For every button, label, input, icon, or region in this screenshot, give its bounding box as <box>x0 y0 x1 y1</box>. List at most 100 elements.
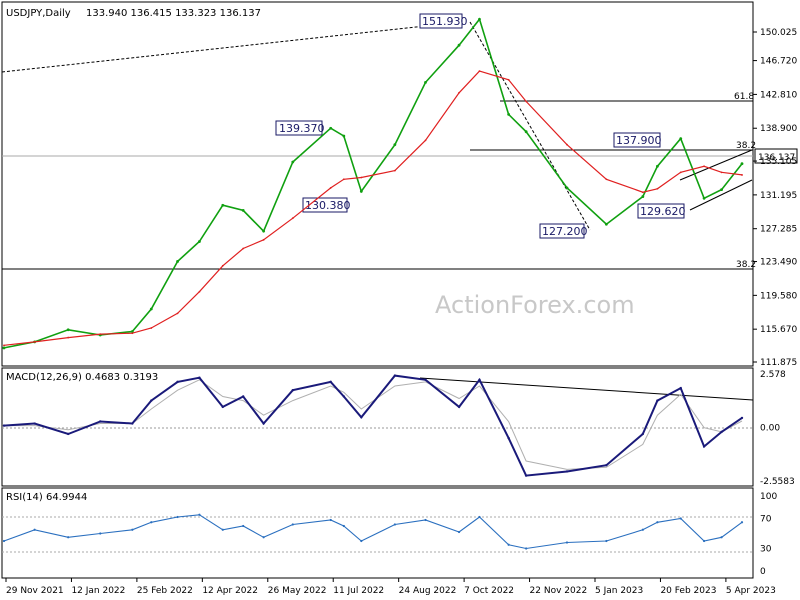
ma-point <box>329 187 332 189</box>
price-point <box>221 203 225 207</box>
price-point <box>176 260 179 263</box>
ma-point <box>641 191 644 194</box>
price-point <box>241 209 245 212</box>
ma-point <box>221 264 224 267</box>
x-tick-label: 12 Jan 2022 <box>71 586 125 596</box>
channel-lower <box>689 179 753 211</box>
x-tick-label: 20 Feb 2023 <box>660 586 716 596</box>
price-tick-label: 111.875 <box>760 358 797 368</box>
macd-point <box>424 378 427 381</box>
macd-point <box>342 395 346 398</box>
rsi-point <box>221 528 224 531</box>
price-point <box>604 222 608 226</box>
price-point <box>457 43 461 47</box>
annot-129620: 129.620 <box>637 203 686 219</box>
macd-point <box>702 445 706 448</box>
svg-text:127.200: 127.200 <box>542 225 588 238</box>
rsi-point <box>393 523 396 526</box>
x-tick-label: 5 Apr 2023 <box>726 586 776 596</box>
price-point <box>291 160 295 164</box>
x-tick-label: 25 Feb 2022 <box>137 586 193 596</box>
macd-point <box>33 422 36 425</box>
price-tick-label: 146.720 <box>760 57 797 67</box>
svg-text:129.620: 129.620 <box>640 205 686 218</box>
x-tick-label: 7 Oct 2022 <box>464 586 514 596</box>
macd-point <box>66 432 70 436</box>
channel-upper <box>679 149 753 181</box>
current-price-badge: 136.137 <box>754 148 798 164</box>
rsi-point <box>262 536 265 539</box>
price-axis: 150.025 146.720 142.810 138.900 135.105 131.1… <box>753 28 797 368</box>
ma-point <box>176 312 179 315</box>
price-tick-label: 115.670 <box>760 325 797 335</box>
x-tick-label: 29 Nov 2021 <box>6 586 64 596</box>
rsi-point <box>99 532 102 535</box>
rsi-tick-label: 70 <box>760 515 772 525</box>
ma-point <box>720 171 723 174</box>
x-tick-label: 5 Jan 2023 <box>595 586 643 596</box>
ma-point <box>33 340 36 343</box>
ma-point <box>656 187 659 190</box>
rsi-axis: 100 70 30 0 <box>760 492 777 577</box>
rsi-point <box>2 539 6 543</box>
macd-point <box>360 416 363 419</box>
price-plot <box>2 17 744 350</box>
rsi-point <box>507 543 510 546</box>
rsi-point <box>424 518 427 522</box>
macd-point <box>176 380 179 384</box>
macd-point <box>605 464 608 467</box>
price-point <box>656 164 659 168</box>
ma-point <box>703 165 705 168</box>
ma-point <box>99 333 102 336</box>
macd-point <box>329 380 332 384</box>
rsi-point <box>656 521 659 524</box>
macd-point <box>641 432 645 436</box>
ma-point <box>3 344 5 347</box>
macd-tick-label: 0.00 <box>760 424 780 434</box>
macd-axis: 2.578 0.00 -2.5583 <box>760 370 795 487</box>
ma-point <box>262 238 265 241</box>
dotted-trendline-down <box>469 21 591 231</box>
macd-tick-label: -2.5583 <box>760 477 795 487</box>
price-panel-frame <box>1 1 754 367</box>
macd-point <box>198 376 201 379</box>
macd-tick-label: 2.578 <box>760 370 786 380</box>
rsi-point <box>360 539 363 543</box>
price-point <box>702 196 706 200</box>
rsi-point <box>198 513 201 516</box>
annot-127200: 127.200 <box>539 223 588 239</box>
rsi-point <box>342 524 345 528</box>
rsi-point <box>641 528 644 531</box>
rsi-point <box>131 528 134 531</box>
price-tick-label: 142.810 <box>760 90 797 100</box>
ma-point <box>605 178 608 181</box>
ma-point <box>507 78 510 81</box>
watermark: ActionForex.com <box>435 291 635 319</box>
ma-point <box>741 174 743 176</box>
macd-point <box>131 422 134 425</box>
macd-point <box>507 436 510 440</box>
ma-point <box>360 176 363 179</box>
macd-point <box>740 416 744 420</box>
rsi-point <box>720 536 723 539</box>
macd-point <box>150 399 153 402</box>
rsi-point <box>478 515 481 519</box>
macd-point <box>221 405 224 409</box>
rsi-title: RSI(14) 64.9944 <box>6 492 87 503</box>
fib-382-lower-label: 38.2 <box>736 260 756 270</box>
price-point <box>342 134 346 138</box>
macd-trendline <box>419 377 754 401</box>
price-tick-label: 119.580 <box>760 291 797 301</box>
price-point <box>66 328 70 332</box>
rsi-plot <box>2 513 744 550</box>
price-point <box>329 126 333 130</box>
price-tick-label: 131.195 <box>760 191 797 201</box>
macd-title: MACD(12,26,9) 0.4683 0.3193 <box>6 372 158 383</box>
rsi-tick-label: 30 <box>760 545 772 555</box>
rsi-point <box>457 530 461 534</box>
ma-point <box>458 91 460 94</box>
ma-point <box>478 70 481 73</box>
ma-point <box>242 247 245 250</box>
